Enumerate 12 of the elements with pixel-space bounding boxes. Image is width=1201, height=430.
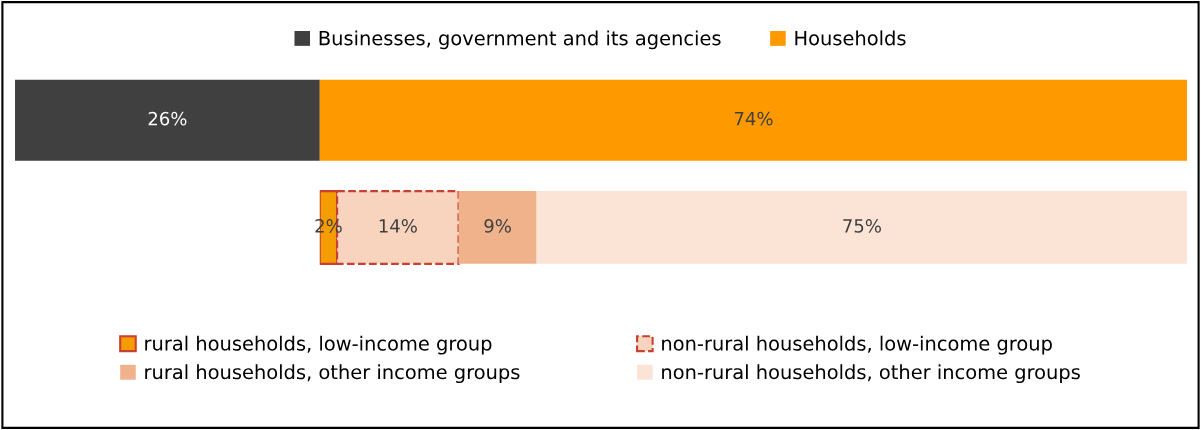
data-label: 9% xyxy=(484,219,511,233)
legend-label: non-rural households, low-income group xyxy=(662,335,1052,355)
legend-label: Households xyxy=(795,30,906,46)
data-label: 75% xyxy=(843,219,881,233)
data-label: 14% xyxy=(379,219,417,233)
legend-label: Businesses, government and its agencies xyxy=(319,30,721,50)
legend-label: non-rural households, other income groups xyxy=(662,364,1080,384)
legend-label: rural households, other income groups xyxy=(145,364,520,384)
data-label: 74% xyxy=(734,111,773,126)
bar xyxy=(458,191,537,264)
legend-label: rural households, low-income group xyxy=(145,335,492,355)
data-label: 26% xyxy=(148,111,187,126)
